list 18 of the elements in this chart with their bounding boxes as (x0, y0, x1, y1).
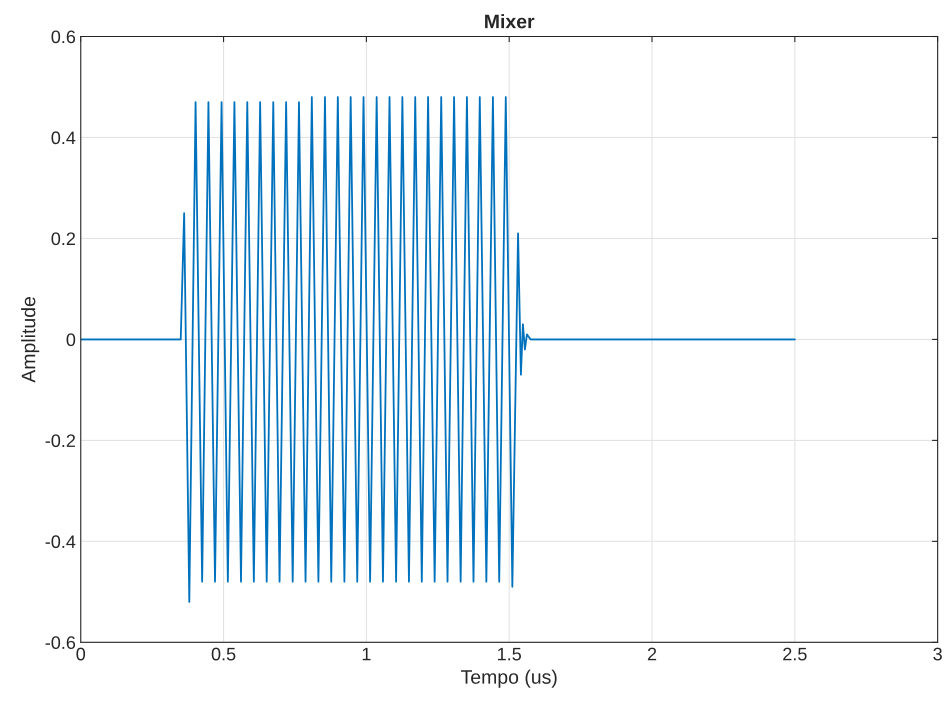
chart-title: Mixer (485, 14, 534, 28)
y-axis-title: Amplitude (21, 297, 40, 383)
y-tick-label: 0 (66, 333, 76, 346)
x-tick-label: 2.5 (783, 648, 807, 660)
y-tick-label: -0.2 (46, 434, 75, 448)
y-tick-label: 0.6 (51, 30, 76, 44)
y-tick-label: -0.4 (46, 535, 76, 548)
y-tick-label: 0.2 (51, 232, 75, 246)
x-tick-label: 1 (362, 648, 371, 660)
y-tick-label: 0.4 (51, 131, 76, 144)
x-tick-label: 3 (933, 648, 942, 660)
x-axis-title: Tempo (us) (461, 670, 557, 688)
y-tick-label: -0.6 (46, 636, 76, 650)
line-series (80, 96, 796, 603)
x-tick-label: 1.5 (498, 648, 521, 660)
x-tick-label: 0 (76, 648, 86, 660)
x-tick-label: 2 (648, 648, 656, 660)
x-tick-label: 0.5 (212, 648, 236, 660)
